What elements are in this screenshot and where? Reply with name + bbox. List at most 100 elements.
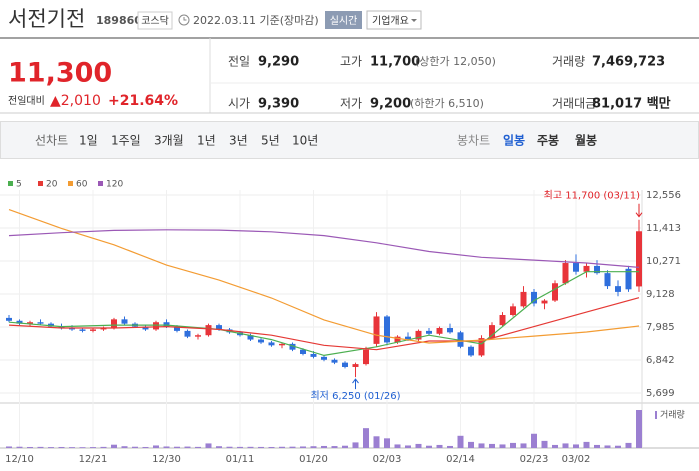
volume-bar — [90, 447, 96, 448]
stock-name: 서전기전 — [8, 7, 85, 31]
period-tab[interactable]: 3개월 — [154, 134, 184, 148]
period-tab[interactable]: 1년 — [197, 134, 216, 148]
legend-label: 20 — [46, 180, 58, 190]
period-tab[interactable]: 3년 — [229, 134, 248, 148]
volume-bar — [100, 446, 107, 448]
candle-body — [184, 330, 191, 337]
volume-bar — [111, 444, 117, 448]
legend-swatch — [68, 181, 73, 186]
realtime-label[interactable]: 실시간 — [330, 15, 358, 27]
y-tick-label: 10,271 — [646, 256, 681, 267]
low-annotation: 최저 6,250 (01/26) — [310, 390, 400, 402]
volume-bar — [268, 446, 275, 448]
volume-bar — [48, 447, 54, 448]
candle-body — [331, 359, 338, 363]
dropdown-caret — [411, 19, 417, 22]
market-badge — [137, 11, 173, 30]
candle-body — [121, 319, 128, 324]
candle-body — [426, 330, 432, 334]
candle-body — [583, 265, 590, 272]
volume-bar — [436, 444, 443, 448]
volume-bar — [142, 446, 149, 448]
volume-bar — [153, 445, 159, 448]
candle-body — [468, 346, 474, 356]
volume-bar — [184, 446, 191, 448]
legend-swatch — [98, 181, 103, 186]
candle-body — [279, 343, 285, 346]
change-rate: +21.64% — [108, 93, 178, 109]
candle-body — [153, 322, 159, 330]
volume-bar — [573, 444, 579, 448]
candle-body — [489, 325, 495, 339]
volume-bar — [373, 436, 380, 448]
volume-bar — [342, 445, 348, 448]
clock-hand — [183, 17, 187, 21]
volume-bar — [478, 443, 485, 448]
period-tab[interactable]: 1일 — [79, 134, 98, 148]
legend-swatch — [38, 181, 43, 186]
candle-body — [552, 283, 558, 301]
stat-label: 저가 — [340, 97, 362, 111]
stat-label: 시가 — [228, 97, 250, 111]
stat-value: 11,700 — [370, 55, 420, 70]
candle-body — [6, 317, 12, 321]
volume-bar — [615, 445, 621, 448]
volume-bar — [237, 446, 243, 448]
candle-chart-label: 봉차트 — [457, 134, 490, 148]
realtime-button[interactable] — [325, 11, 362, 29]
y-tick-label: 7,985 — [646, 322, 675, 333]
legend-label: 120 — [106, 180, 123, 190]
company-info-label[interactable]: 기업개요 — [372, 14, 409, 27]
volume-bar — [300, 446, 306, 448]
candle-body — [352, 364, 359, 367]
legend-swatch — [8, 181, 13, 186]
market: 코스닥 — [141, 15, 169, 27]
period-tab[interactable]: 5년 — [261, 134, 280, 148]
candle-tab[interactable]: 일봉 — [503, 134, 525, 148]
candle-body — [531, 291, 537, 304]
candle-tab[interactable]: 주봉 — [537, 134, 559, 148]
company-info-button[interactable] — [366, 10, 422, 30]
change: ▲2,010 — [50, 93, 101, 109]
candle-body — [636, 231, 642, 287]
candle-body — [384, 316, 390, 343]
volume-bar — [69, 447, 75, 448]
legend-label: 5 — [16, 180, 22, 190]
stat-label: 고가 — [340, 55, 362, 69]
y-tick-label: 9,128 — [646, 289, 675, 300]
volume-bar — [27, 446, 33, 448]
candle-body — [90, 329, 96, 331]
period-tab[interactable]: 10년 — [292, 134, 318, 148]
legend-label: 60 — [76, 180, 88, 190]
candle-body — [100, 328, 107, 330]
stat-value: 9,390 — [258, 97, 299, 112]
period-tab[interactable]: 1주일 — [111, 134, 141, 148]
change-label: 전일대비 — [8, 95, 45, 107]
volume-bar — [363, 428, 369, 448]
stat-value: 81,017 백만 — [592, 96, 671, 112]
volume-bar — [279, 446, 285, 448]
candle-tab[interactable]: 월봉 — [575, 133, 597, 148]
candle-body — [447, 328, 453, 333]
volume-bar — [499, 444, 506, 448]
candle-body — [510, 306, 516, 316]
volume-bar — [321, 445, 327, 448]
volume-bar — [394, 444, 401, 448]
candle-body — [478, 338, 485, 356]
candle-body — [594, 265, 600, 274]
base-date: 2022.03.11 기준(장마감) — [193, 14, 319, 27]
stat-label: 전일 — [228, 55, 250, 69]
moving-average — [8, 209, 640, 344]
volume-bar — [132, 446, 138, 448]
high-annotation: 최고 11,700 (03/11) — [544, 190, 640, 202]
line-chart-label: 선차트 — [35, 134, 68, 148]
volume-bar — [16, 446, 23, 448]
candle-body — [205, 325, 212, 336]
volume-bar — [583, 441, 590, 448]
price: 11,300 — [8, 58, 112, 89]
low-arrow — [352, 378, 359, 390]
x-tick-label: 01/11 — [226, 454, 255, 465]
volume-bar — [531, 433, 537, 448]
clock-icon — [178, 14, 190, 26]
